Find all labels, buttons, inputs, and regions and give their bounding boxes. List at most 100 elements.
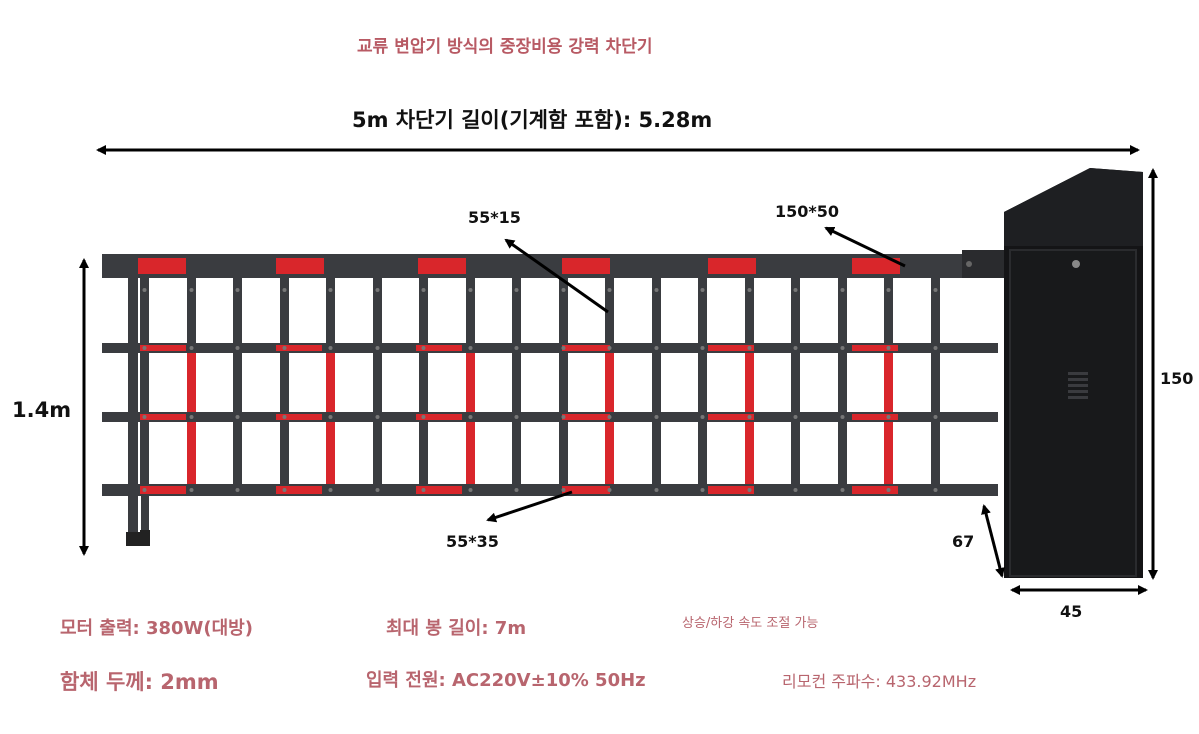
reflector-strip xyxy=(708,414,754,420)
reflector-strip xyxy=(562,258,610,274)
bolt xyxy=(328,288,333,292)
top-bar-dimension: 55*15 xyxy=(468,208,521,227)
cabinet-depth-dimension: 67 xyxy=(952,532,975,551)
reflector-strip xyxy=(276,414,322,420)
reflector-strip xyxy=(852,258,900,274)
bolt xyxy=(886,415,891,419)
bolt xyxy=(561,488,566,492)
bolt xyxy=(142,288,147,292)
gate-post xyxy=(141,490,149,534)
bolt xyxy=(514,415,519,419)
bolt xyxy=(747,346,752,350)
spec-motor: 모터 출력: 380W(대방) xyxy=(60,618,253,639)
bolt xyxy=(886,288,891,292)
bolt xyxy=(700,488,705,492)
reflector-strip xyxy=(852,486,898,494)
reflector-strip xyxy=(708,345,754,351)
reflector-strip xyxy=(852,345,898,351)
bolt xyxy=(142,415,147,419)
bolt xyxy=(793,346,798,350)
reflector-strip xyxy=(276,486,322,494)
bolt xyxy=(282,288,287,292)
cabinet-width-dimension: 45 xyxy=(1060,602,1083,621)
bolt xyxy=(793,415,798,419)
bolt xyxy=(328,488,333,492)
bolt xyxy=(747,488,752,492)
reflector-strip xyxy=(466,353,475,412)
bolt xyxy=(421,415,426,419)
bolt xyxy=(235,346,240,350)
page-title: 교류 변압기 방식의 중장비용 강력 차단기 xyxy=(357,37,653,57)
gate-foot xyxy=(126,532,140,546)
bolt xyxy=(561,288,566,292)
bolt xyxy=(886,346,891,350)
bolt xyxy=(189,346,194,350)
reflector-strip xyxy=(745,353,754,412)
bolt xyxy=(142,346,147,350)
bolt xyxy=(189,488,194,492)
reflector-strip xyxy=(745,422,754,484)
gate-rail xyxy=(102,343,998,353)
bolt xyxy=(607,415,612,419)
reflector-strip xyxy=(416,486,462,494)
bolt xyxy=(189,415,194,419)
reflector-strip xyxy=(276,345,322,351)
gate-picket xyxy=(791,262,800,496)
bolt xyxy=(700,346,705,350)
bolt xyxy=(654,488,659,492)
reflector-strip xyxy=(562,414,610,420)
reflector-strip xyxy=(852,414,898,420)
bolt xyxy=(235,415,240,419)
gate-rail xyxy=(102,412,998,422)
bolt xyxy=(514,488,519,492)
gate-picket xyxy=(233,262,242,496)
reflector-strip xyxy=(138,258,186,274)
bolt xyxy=(886,488,891,492)
spec-max-length: 최대 봉 길이: 7m xyxy=(386,618,527,639)
reflector-strip xyxy=(187,353,196,412)
reflector-strip xyxy=(140,345,186,351)
gate-foot xyxy=(140,530,150,546)
cabinet-height-dimension: 150 xyxy=(1160,369,1194,388)
bolt xyxy=(747,415,752,419)
bolt xyxy=(375,288,380,292)
reflector-strip xyxy=(605,422,614,484)
gate-post xyxy=(128,262,138,534)
cabinet-top-dimension: 150*50 xyxy=(775,202,840,221)
bolt xyxy=(840,488,845,492)
bolt xyxy=(468,415,473,419)
top-bar xyxy=(102,254,1000,278)
gate-picket xyxy=(373,262,382,496)
gate-picket xyxy=(559,262,568,496)
bolt xyxy=(607,346,612,350)
bolt xyxy=(840,288,845,292)
bolt xyxy=(282,346,287,350)
gate-picket xyxy=(419,262,428,496)
gate-picket xyxy=(698,262,707,496)
bolt xyxy=(840,415,845,419)
bolt xyxy=(468,288,473,292)
gate-picket xyxy=(838,262,847,496)
gate-frame xyxy=(102,254,1000,546)
bolt xyxy=(793,288,798,292)
bolt xyxy=(328,415,333,419)
spec-speed: 상승/하강 속도 조절 가능 xyxy=(682,616,819,631)
spec-remote: 리모컨 주파수: 433.92MHz xyxy=(782,672,977,691)
bolt xyxy=(421,346,426,350)
reflector-strip xyxy=(418,258,466,274)
reflector-strip xyxy=(276,258,324,274)
gate-picket xyxy=(652,262,661,496)
reflector-strip xyxy=(884,422,893,484)
gate-picket xyxy=(280,262,289,496)
bolt xyxy=(793,488,798,492)
spec-power: 입력 전원: AC220V±10% 50Hz xyxy=(366,670,646,691)
bolt xyxy=(514,288,519,292)
reflector-strip xyxy=(884,353,893,412)
reflector-strip xyxy=(416,345,462,351)
bottom-bar xyxy=(102,484,998,496)
bottom-bar-dimension: 55*35 xyxy=(446,532,499,551)
bolt xyxy=(933,415,938,419)
bolt xyxy=(561,346,566,350)
bolt xyxy=(933,288,938,292)
